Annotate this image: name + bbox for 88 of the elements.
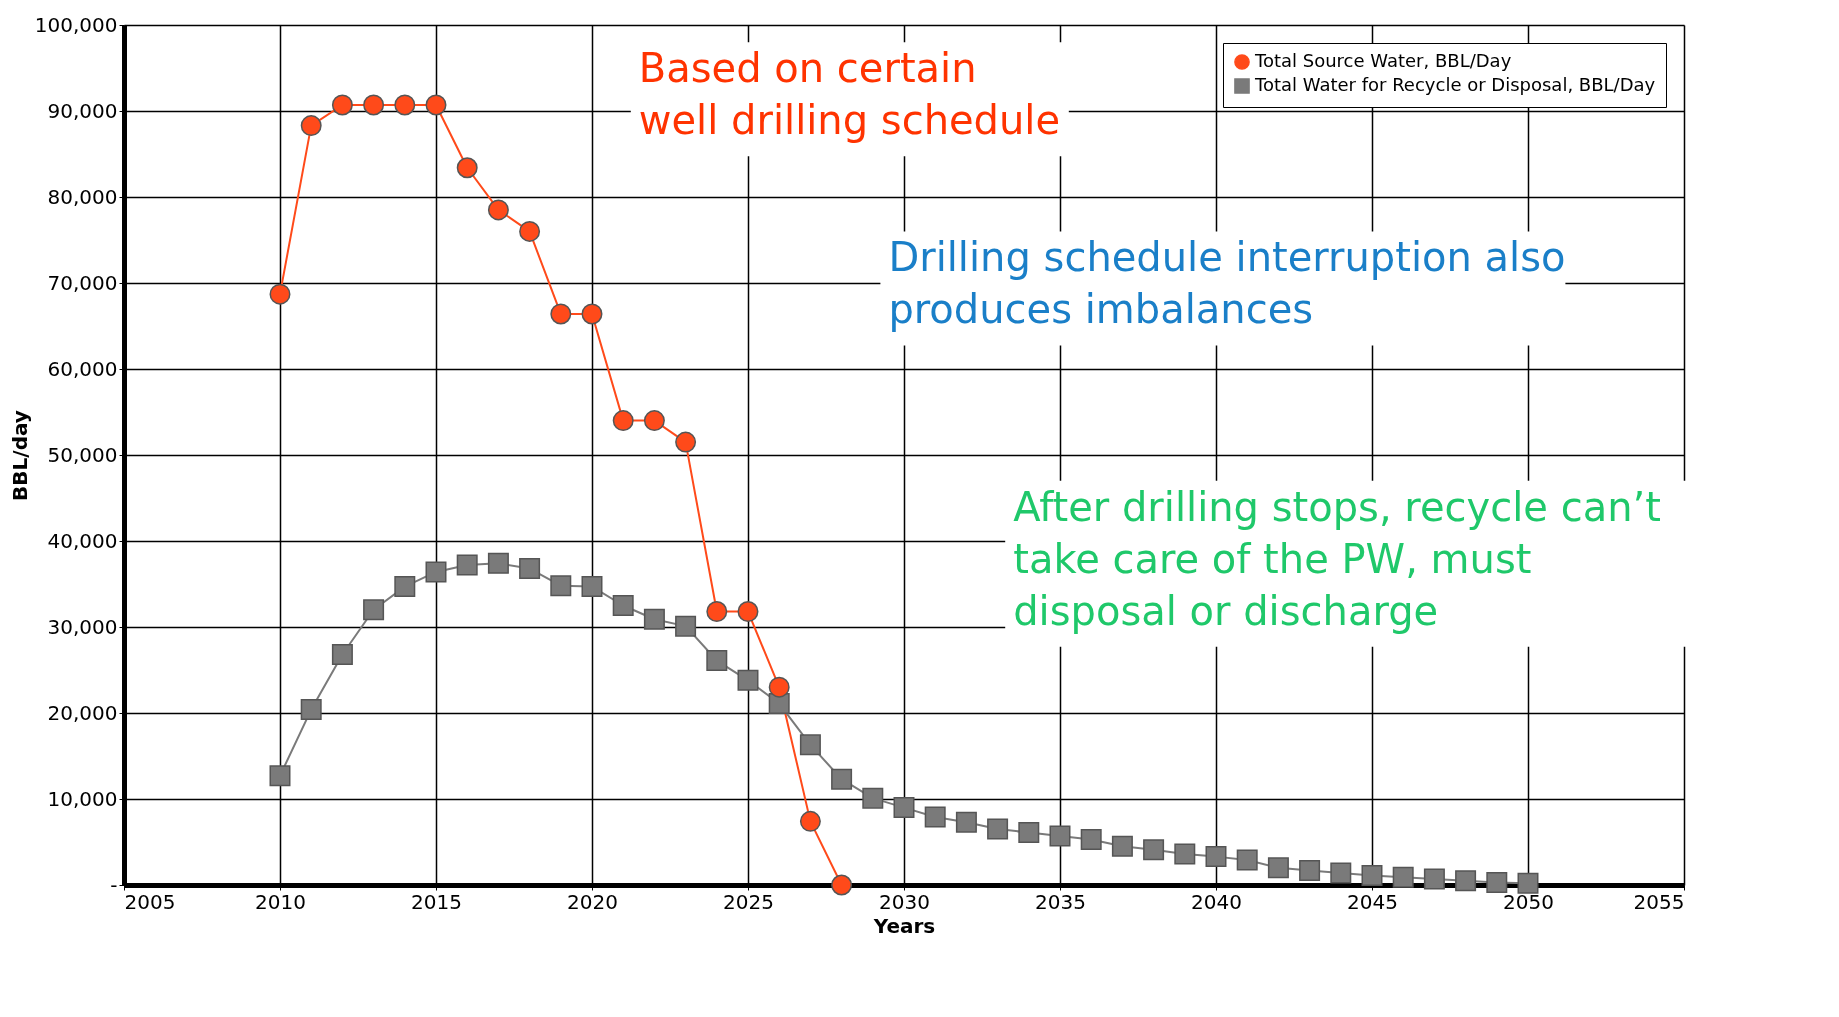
legend-label: Total Source Water, BBL/Day [1254,50,1512,71]
point [1392,866,1414,888]
point [581,303,603,325]
point [269,283,291,305]
point [487,552,509,574]
point [394,94,416,116]
x-tick-label: 2025 [723,889,774,914]
y-tick-label: 20,000 [47,700,118,725]
point [1423,868,1445,890]
point [987,818,1009,840]
x-tick-label: 2045 [1347,889,1398,914]
y-tick-label: 80,000 [47,184,118,209]
point [831,768,853,790]
point [1080,828,1102,850]
point [300,115,322,137]
point [394,576,416,598]
x-tick-label: 2030 [879,889,930,914]
point [737,669,759,691]
point [456,554,478,576]
point [487,199,509,221]
point [331,94,353,116]
annotation: Drilling schedule interruption also produces imbalances [888,234,1566,333]
point [862,787,884,809]
point [1299,859,1321,881]
point [300,699,322,721]
point [675,431,697,453]
point [1330,862,1352,884]
point [675,615,697,637]
point [1174,843,1196,865]
point [550,303,572,325]
point [519,558,541,580]
point [768,676,790,698]
y-tick-label: 40,000 [47,528,118,553]
point [425,94,447,116]
annotation: Based on certain well drilling schedule [638,45,1061,144]
point [1143,839,1165,861]
point [363,599,385,621]
point [1049,825,1071,847]
y-tick-label: 100,000 [34,12,118,37]
x-tick-label: 2005 [124,889,176,914]
point [581,576,603,598]
y-tick-label: 50,000 [47,442,118,467]
point [1205,846,1227,868]
point [550,575,572,597]
point [612,595,634,616]
point [737,601,759,622]
x-tick-label: 2010 [255,889,306,914]
x-tick-label: 2055 [1633,889,1685,914]
point [706,601,728,622]
point [831,874,853,896]
point [893,797,915,819]
point [1455,870,1477,892]
point [643,608,665,630]
legend-label: Total Water for Recycle or Disposal, BBL/Day [1254,74,1656,95]
point [612,410,634,432]
y-tick-label: 30,000 [47,614,118,639]
point [799,810,821,832]
point [799,734,821,756]
point [1018,822,1040,844]
point [425,561,447,583]
x-tick-label: 2050 [1503,889,1554,914]
point [1267,857,1289,879]
y-tick-label: 60,000 [47,356,118,381]
point [1517,872,1539,894]
point [706,650,728,672]
point [1486,871,1508,893]
point [519,220,541,242]
y-axis-title: BBL/day [7,410,32,501]
x-tick-label: 2035 [1035,889,1086,914]
point [331,644,353,666]
y-tick-label: 70,000 [47,270,118,295]
point [1111,835,1133,857]
y-tick-label: 90,000 [47,98,118,123]
point [955,811,977,833]
x-axis-title: Years [872,913,936,938]
annotation: After drilling stops, recycle can’t take care of the PW, must disposal or discharge [1013,483,1661,634]
point [269,765,291,787]
x-tick-label: 2015 [411,889,462,914]
point [456,157,478,179]
point [1236,849,1258,871]
point [924,806,946,828]
y-tick-label: 10,000 [47,786,118,811]
point [1361,865,1383,887]
point [363,94,385,116]
x-tick-label: 2040 [1191,889,1242,914]
y-tick-label: - [110,872,118,897]
x-tick-label: 2020 [567,889,618,914]
point [643,410,665,432]
